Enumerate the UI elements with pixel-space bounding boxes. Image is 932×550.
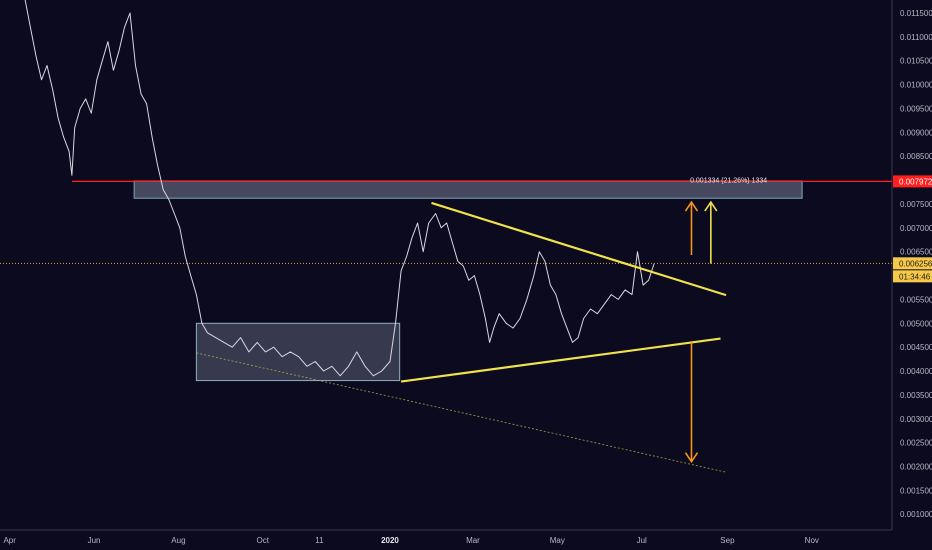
x-tick-label: Sep: [720, 536, 735, 545]
y-tick-label: 0.005500: [900, 295, 932, 304]
consolidation-box: [195, 322, 401, 382]
x-tick-label: May: [550, 536, 565, 545]
arrow-head: [684, 452, 699, 464]
y-tick-label: 0.009500: [900, 104, 932, 113]
y-tick-label: 0.011000: [900, 33, 932, 42]
drawing-annotations-front: 0.001334 (21.26%) 1334: [400, 177, 767, 464]
y-tick-label: 0.002500: [900, 439, 932, 448]
x-tick-label: Apr: [3, 536, 16, 545]
upper-trendline: [431, 201, 727, 297]
y-tick-label: 0.006500: [900, 248, 932, 257]
current-price-badge-text: 0.006256: [899, 259, 932, 268]
x-tick-label: Jul: [637, 536, 647, 545]
price-badges: 0.007972 0.006256 01:34:46: [893, 175, 932, 283]
resistance-price-badge-bg: [893, 175, 932, 188]
y-tick-label: 0.010500: [900, 57, 932, 66]
y-tick-label: 0.002000: [900, 463, 932, 472]
resistance-price-badge-text: 0.007972: [899, 177, 932, 186]
countdown-badge-text: 01:34:46: [899, 272, 931, 281]
y-tick-label: 0.008500: [900, 152, 932, 161]
lower-trendline: [400, 337, 721, 383]
y-tick-label: 0.004000: [900, 367, 932, 376]
y-tick-label: 0.007000: [900, 224, 932, 233]
x-tick-label: Oct: [257, 536, 270, 545]
y-tick-label: 0.003000: [900, 415, 932, 424]
measure-label: 0.001334 (21.26%) 1334: [690, 177, 767, 184]
y-tick-label: 0.011500: [900, 9, 932, 18]
y-tick-label: 0.004500: [900, 343, 932, 352]
drawing-annotations-back: [0, 180, 892, 473]
y-tick-label: 0.001500: [900, 486, 932, 495]
x-tick-label: Aug: [171, 536, 185, 545]
price-series-line: [24, 0, 655, 377]
y-tick-label: 0.007500: [900, 200, 932, 209]
x-tick-label: 11: [315, 536, 324, 545]
y-tick-label: 0.003500: [900, 391, 932, 400]
y-tick-label: 0.005000: [900, 319, 932, 328]
arrow-head: [704, 200, 718, 212]
x-tick-label: Nov: [805, 536, 819, 545]
y-tick-label: 0.001000: [900, 510, 932, 519]
time-axis[interactable]: Apr Jun Aug Oct 11 2020 Mar May Jul Sep Nov: [3, 536, 818, 545]
y-tick-label: 0.009000: [900, 128, 932, 137]
arrow-head: [684, 200, 699, 212]
current-price-badge-bg: [893, 257, 932, 270]
countdown-badge-bg: [893, 270, 932, 283]
x-tick-label: Jun: [88, 536, 101, 545]
x-tick-label: Mar: [466, 536, 480, 545]
long-support-trendline: [196, 352, 727, 473]
y-tick-label: 0.010000: [900, 81, 932, 90]
x-tick-label: 2020: [381, 536, 399, 545]
